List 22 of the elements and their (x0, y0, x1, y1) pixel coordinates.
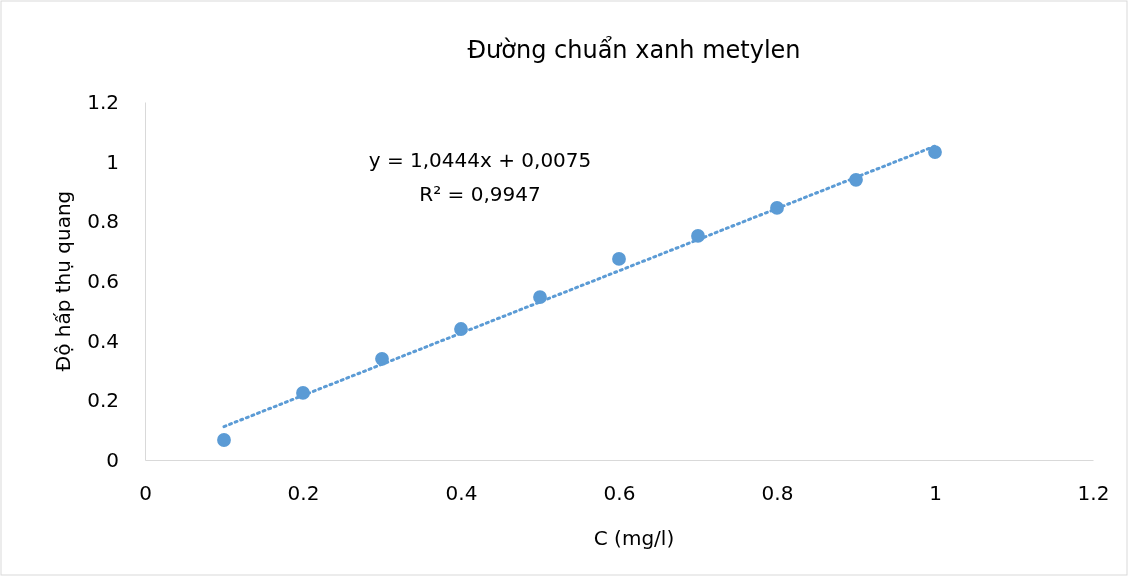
x-tick-label: 0.2 (287, 481, 320, 506)
y-tick-label: 0.8 (87, 209, 119, 234)
x-tick-label: 0.6 (603, 481, 636, 506)
point (612, 252, 626, 266)
x-tick-label: 0 (139, 481, 152, 506)
x-axis-title: C (mg/l) (593, 526, 675, 550)
point (217, 433, 231, 447)
y-tick-label: 1.2 (87, 89, 119, 114)
x-tick-label: 0.8 (761, 481, 794, 506)
annotation: y = 1,0444x + 0,0075 (368, 148, 592, 172)
x-tick-label: 1 (929, 481, 942, 506)
y-tick-label: 0 (106, 447, 119, 472)
y-tick-label: 0.2 (87, 388, 119, 413)
x-tick-label: 0.4 (445, 481, 478, 506)
y-tick-label: 1 (106, 149, 119, 174)
chart-title: Đường chuẩn xanh metylen (467, 36, 801, 64)
y-tick-label: 0.6 (87, 268, 119, 293)
y-tick-label: 0.4 (87, 328, 119, 353)
point (928, 145, 942, 160)
x-tick-label: 1.2 (1077, 481, 1110, 506)
y-axis-title: Độ hấp thụ quang (51, 190, 75, 372)
annotation: R² = 0,9947 (419, 182, 541, 206)
